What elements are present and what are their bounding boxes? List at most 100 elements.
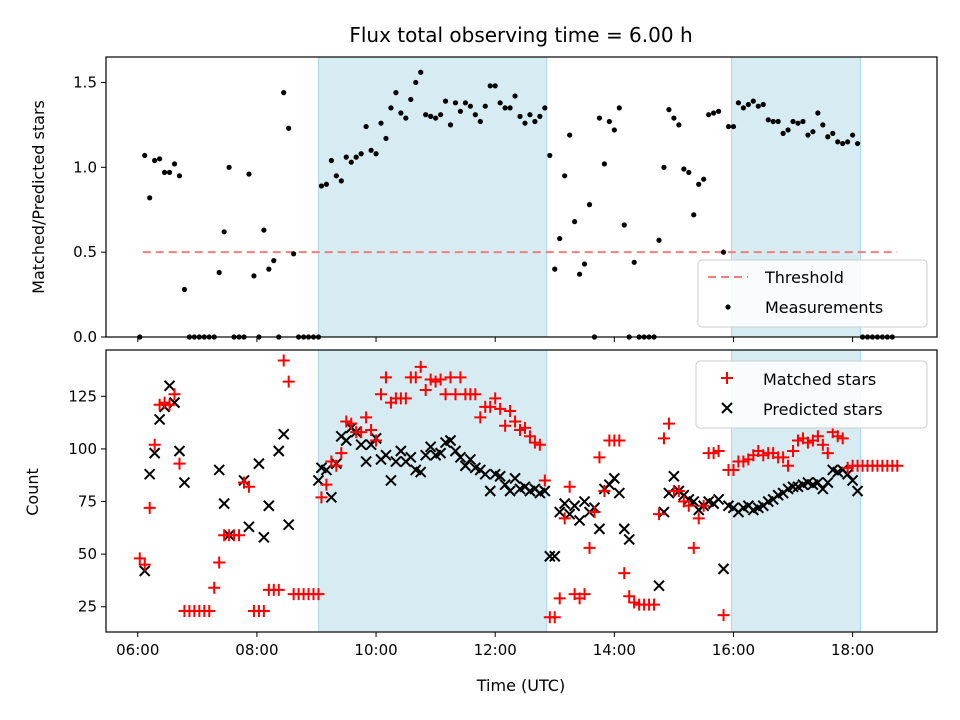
matched-star-point <box>138 558 151 571</box>
measurement-point <box>507 105 513 111</box>
matched-star-point <box>593 451 606 464</box>
predicted-star-point <box>173 445 186 457</box>
measurement-point <box>383 135 389 142</box>
predicted-star-point <box>385 474 397 487</box>
measurement-point <box>527 112 533 118</box>
top-axis-ticks: 0.0 0.5 1.0 1.5 <box>73 73 854 346</box>
measurement-point <box>775 118 781 125</box>
matched-star-point <box>816 438 829 451</box>
measurement-point <box>462 100 469 106</box>
measurement-point <box>562 173 568 179</box>
top-y-tick-label: 0.5 <box>73 243 97 261</box>
predicted-star-point <box>143 468 156 480</box>
matched-star-point <box>203 604 216 617</box>
predicted-star-point <box>578 495 591 508</box>
legend-predicted-label: Predicted stars <box>763 400 883 419</box>
matched-star-point <box>558 512 571 525</box>
matched-star-point <box>533 438 546 451</box>
matched-star-point <box>143 501 156 514</box>
predicted-star-point <box>712 493 725 506</box>
measurement-point <box>388 105 394 111</box>
measurement-point <box>696 181 702 187</box>
predicted-star-point <box>504 485 516 497</box>
matched-star-point <box>697 499 710 512</box>
bottom-legend-box <box>695 360 928 429</box>
predicted-star-point <box>479 468 491 480</box>
measurement-point <box>398 110 404 116</box>
predicted-star-point <box>258 531 270 544</box>
measurement-point <box>825 134 831 140</box>
measurement-point <box>596 115 603 121</box>
legend-predicted-swatch <box>721 402 733 414</box>
measurement-point <box>686 169 692 175</box>
measurement-point <box>152 157 158 164</box>
measurement-point <box>815 110 821 116</box>
measurement-point <box>281 90 287 96</box>
matched-star-point <box>653 508 666 521</box>
matched-star-point <box>399 392 412 405</box>
predicted-star-point <box>139 565 151 577</box>
matched-star-point <box>133 552 146 565</box>
measurement-point <box>770 118 776 125</box>
matched-star-point <box>208 581 221 594</box>
predicted-star-point <box>395 445 407 457</box>
legend-matched-swatch <box>721 372 733 384</box>
matched-star-point <box>777 451 790 464</box>
matched-star-point <box>365 423 378 436</box>
bottom-legend: Matched stars Predicted stars <box>695 360 928 429</box>
matched-star-point <box>434 373 447 386</box>
predicted-star-point <box>663 487 675 499</box>
measurement-point <box>433 115 439 121</box>
predicted-star-point <box>178 476 191 489</box>
matched-star-point <box>379 371 392 384</box>
matched-star-point <box>836 432 849 445</box>
top-plot-marks <box>137 69 898 340</box>
predicted-star-point <box>568 500 581 512</box>
top-y-axis-label: Matched/Predicted stars <box>29 100 48 294</box>
measurement-point <box>266 266 272 272</box>
matched-star-point <box>320 478 333 491</box>
measurement-point <box>403 115 409 121</box>
bottom-plot-marks <box>133 354 904 624</box>
measurement-point <box>251 273 257 279</box>
predicted-star-point <box>484 485 496 497</box>
measurement-point <box>795 120 801 126</box>
measurement-point <box>572 219 578 225</box>
matched-star-point <box>553 592 566 605</box>
measurement-point <box>800 118 806 125</box>
measurement-point <box>730 123 737 130</box>
measurement-point <box>715 108 722 114</box>
predicted-star-point <box>355 438 367 451</box>
matched-star-point <box>360 411 373 424</box>
matched-star-point <box>494 402 507 415</box>
measurement-point <box>161 169 168 175</box>
matched-star-point <box>598 485 611 497</box>
matched-star-point <box>257 604 270 617</box>
legend-measurements-label: Measurements <box>765 298 883 317</box>
top-legend: Threshold Measurements <box>697 259 928 328</box>
measurement-point <box>418 69 424 75</box>
legend-matched-label: Matched stars <box>763 370 876 389</box>
measurement-point <box>552 266 558 272</box>
measurement-point <box>701 176 707 182</box>
measurement-point <box>542 105 548 111</box>
bottom-y-tick-label: 100 <box>68 440 97 458</box>
top-y-tick-label: 1.5 <box>73 73 97 91</box>
measurement-point <box>393 90 399 96</box>
predicted-star-point <box>653 579 665 592</box>
x-tick-label: 18:00 <box>831 641 874 659</box>
measurement-point <box>358 151 364 157</box>
matched-star-point <box>345 417 358 430</box>
measurement-point <box>318 183 325 189</box>
measurement-point <box>850 132 856 138</box>
measurement-point <box>497 100 503 106</box>
bottom-y-tick-label: 125 <box>68 387 97 405</box>
predicted-star-point <box>539 485 551 497</box>
matched-star-point <box>787 445 800 458</box>
predicted-star-point <box>554 506 566 518</box>
measurement-point <box>363 123 369 130</box>
predicted-star-point <box>380 449 392 461</box>
top-y-tick-label: 0.0 <box>73 328 97 346</box>
measurement-point <box>755 103 761 109</box>
predicted-star-point <box>424 441 437 453</box>
